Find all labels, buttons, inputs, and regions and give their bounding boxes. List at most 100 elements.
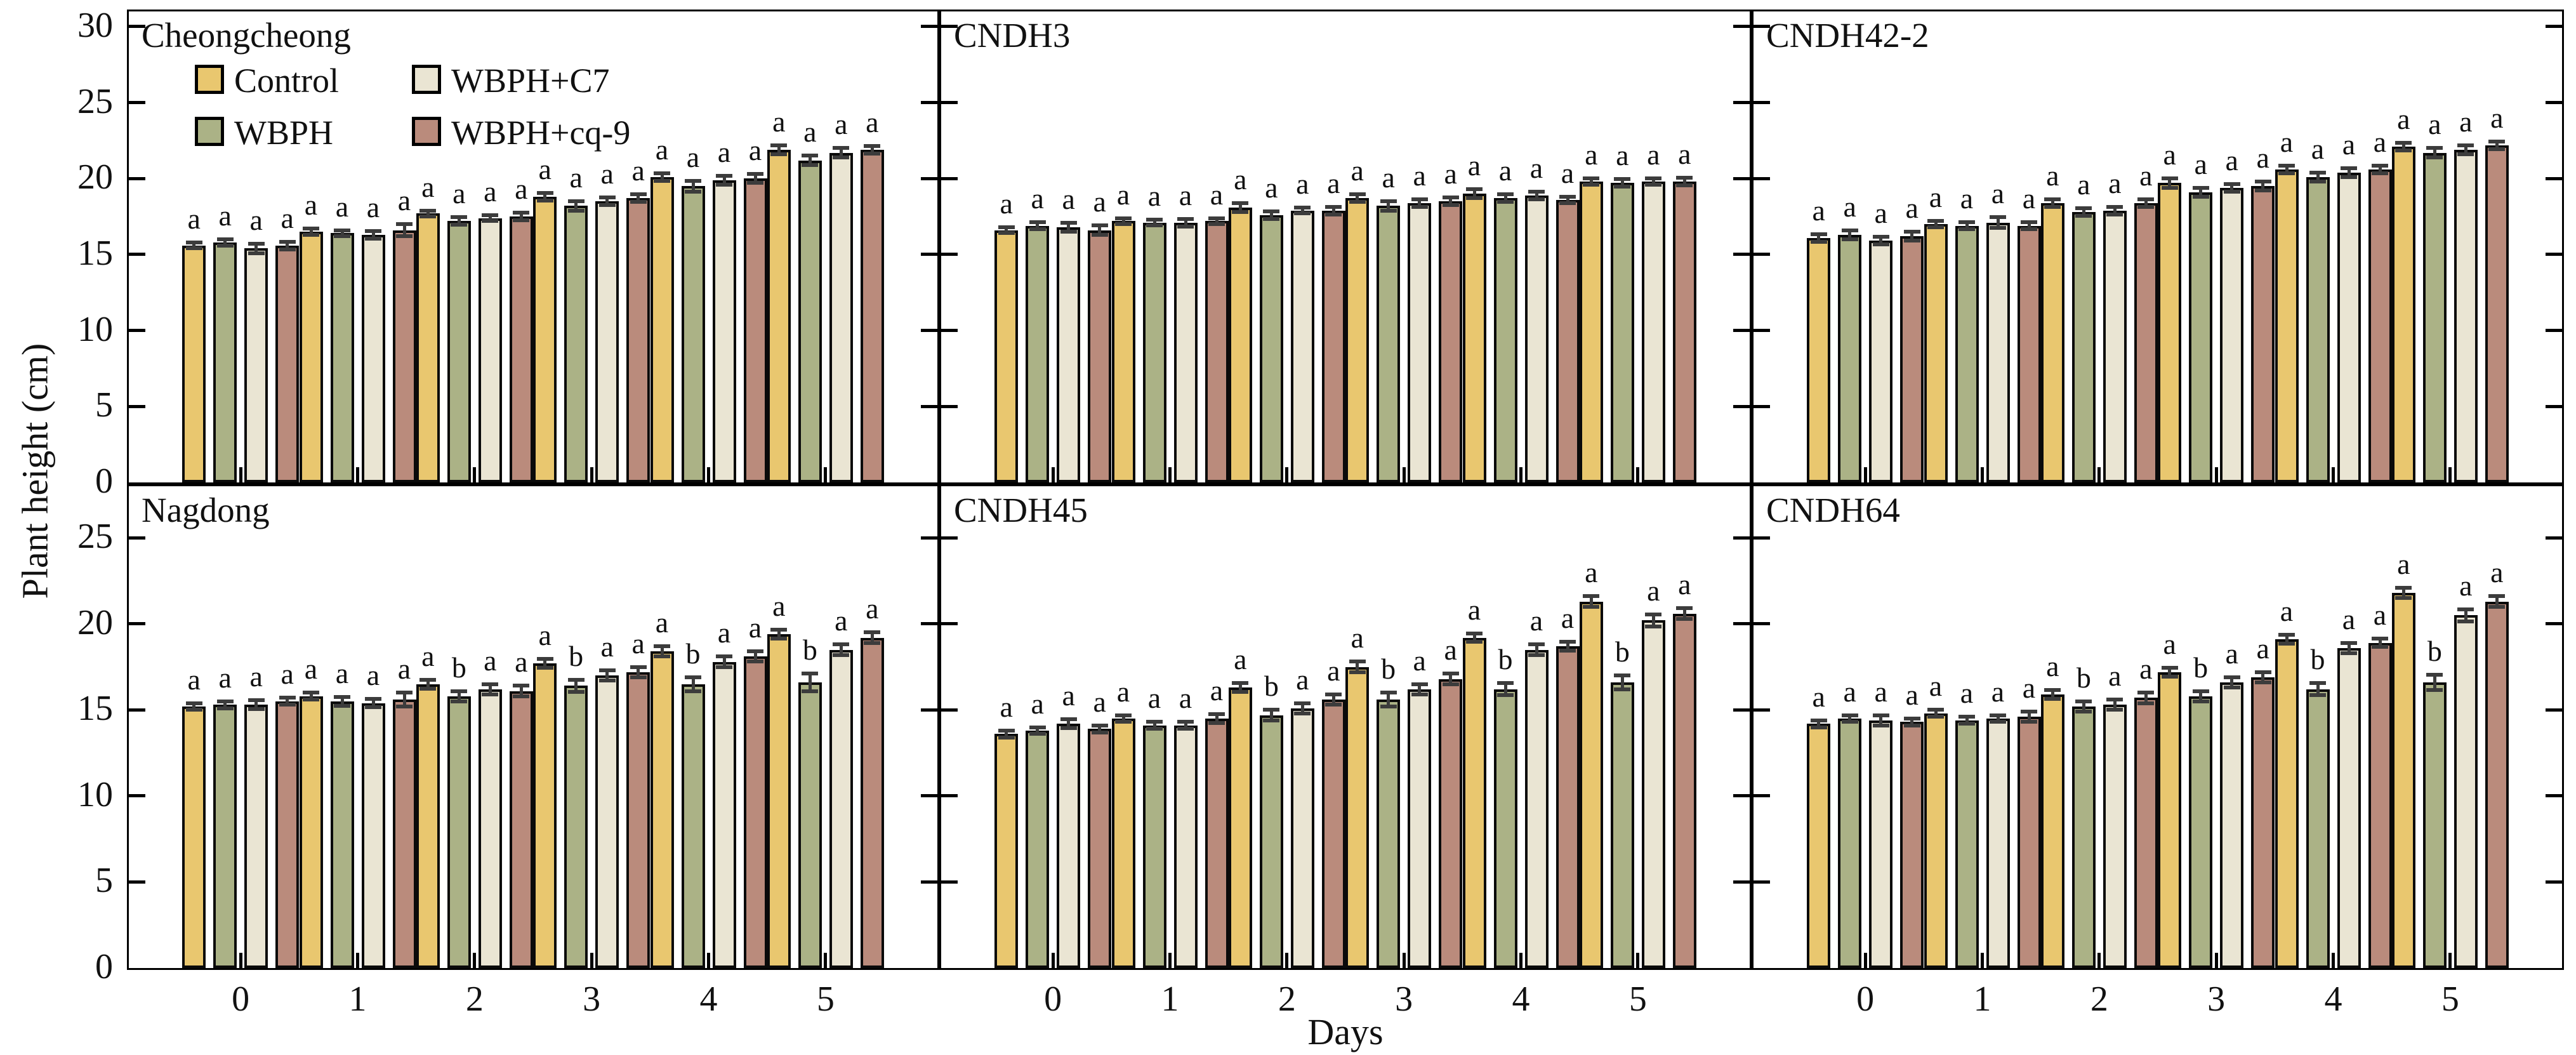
y-tick [129, 25, 145, 29]
sig-letter: b [1381, 653, 1396, 686]
error-bar-cap [1958, 227, 1975, 232]
error-bar-cap [536, 665, 553, 670]
error-bar [1269, 710, 1273, 720]
error-bar-cap [1177, 216, 1194, 221]
error-bar-cap [365, 229, 381, 233]
sig-letter: a [2342, 128, 2356, 161]
bar-wbph-day0 [213, 705, 237, 968]
error-bar-cap [334, 703, 350, 708]
error-bar-cap [2341, 640, 2357, 645]
sig-letter: a [281, 658, 294, 691]
y-tick [1754, 404, 1770, 408]
sig-letter: a [1210, 178, 1224, 211]
error-bar-cap [2223, 675, 2240, 679]
sig-letter: a [1093, 685, 1106, 718]
error-bar-cap [685, 675, 701, 679]
bar-wbph-day1 [1142, 222, 1166, 482]
bar-wbph-cq-9-day4 [1556, 199, 1580, 482]
x-tick [1051, 467, 1055, 482]
sig-letter: a [1444, 157, 1457, 190]
error-bar-cap [2278, 163, 2295, 168]
bar-wbph-c7-day2 [478, 218, 502, 482]
y-tick-label: 15 [77, 233, 113, 273]
y-tick [2546, 622, 2562, 626]
error-bar-cap [1614, 177, 1631, 182]
error-bar [1184, 722, 1187, 729]
panel-title: Nagdong [142, 491, 270, 529]
error-bar-cap [2254, 680, 2271, 685]
error-bar-cap [1060, 726, 1077, 730]
bar-wbph-day0 [1838, 718, 1862, 968]
error-bar [1121, 715, 1125, 722]
sig-letter: a [1444, 634, 1457, 667]
panel-cheongcheong: a a a a a a a a a a a a a a a a a a a a a a a a Cheongcheong Cont… [127, 10, 939, 484]
error-bar [1910, 718, 1914, 726]
error-bar-cap [2309, 170, 2326, 175]
error-bar-cap [1029, 725, 1046, 729]
x-tick [590, 953, 593, 968]
sig-letter: a [452, 177, 466, 210]
error-bar-cap [1903, 723, 1920, 727]
bar-wbph-day3 [564, 686, 588, 968]
y-tick [1733, 176, 1750, 180]
error-bar-cap [1559, 648, 1576, 653]
error-bar [1418, 684, 1422, 694]
error-bar-cap [598, 679, 616, 683]
bar-wbph-day2 [1259, 215, 1283, 482]
error-bar-cap [1614, 687, 1631, 691]
bar-wbph-day1 [1955, 720, 1979, 968]
error-bar [1387, 201, 1390, 211]
bar-wbph-c7-day5 [829, 649, 853, 968]
y-tick [129, 253, 145, 256]
y-tick [941, 536, 958, 540]
bar-wbph-cq-9-day2 [1321, 210, 1345, 482]
error-bar [1965, 717, 1969, 724]
error-bar [1472, 633, 1476, 642]
sig-letter: a [655, 606, 669, 639]
sig-letter: a [304, 653, 318, 686]
error-bar-cap [1208, 222, 1225, 227]
sig-letter: a [2022, 672, 2036, 705]
sig-letter: a [2225, 637, 2238, 670]
bar-wbph-day1 [1142, 725, 1166, 968]
bar-wbph-c7-day0 [244, 248, 268, 482]
sig-letter: a [304, 189, 318, 222]
sig-letter: a [1874, 675, 1887, 708]
sig-letter: a [2280, 125, 2294, 158]
error-bar [2285, 165, 2289, 173]
bar-wbph-day5 [2422, 682, 2447, 968]
error-bar-cap [770, 152, 788, 156]
error-bar-cap [802, 672, 819, 676]
error-bar [2464, 609, 2467, 621]
sig-letter: a [1929, 670, 1943, 703]
error-bar [1910, 232, 1914, 241]
y-tick [1754, 536, 1770, 540]
error-bar-cap [1466, 187, 1483, 192]
y-tick [921, 176, 937, 180]
error-bar-cap [1146, 720, 1163, 724]
sig-letter: a [1647, 138, 1660, 171]
error-bar-cap [2395, 585, 2412, 590]
error-bar-cap [2341, 166, 2357, 170]
error-bar [1005, 227, 1008, 234]
y-tick [1754, 329, 1770, 333]
y-tick [129, 101, 145, 105]
error-bar [1153, 219, 1156, 226]
sig-letter: b [2076, 661, 2091, 694]
x-tick [2332, 467, 2335, 482]
x-tick [473, 953, 477, 968]
sig-letter: a [218, 661, 232, 694]
sig-letter: a [2311, 132, 2325, 165]
error-bar-cap [864, 630, 881, 635]
error-bar-cap [2106, 204, 2124, 209]
error-bar-cap [1208, 720, 1225, 725]
y-tick [921, 101, 937, 105]
sig-letter: a [538, 619, 552, 652]
error-bar-cap [2488, 604, 2506, 609]
error-bar-cap [536, 198, 553, 202]
error-bar-cap [770, 628, 788, 632]
error-bar [605, 670, 609, 681]
error-bar [426, 679, 430, 689]
bar-wbph-cq-9-day0 [1900, 722, 1924, 968]
x-tick [1402, 953, 1406, 968]
